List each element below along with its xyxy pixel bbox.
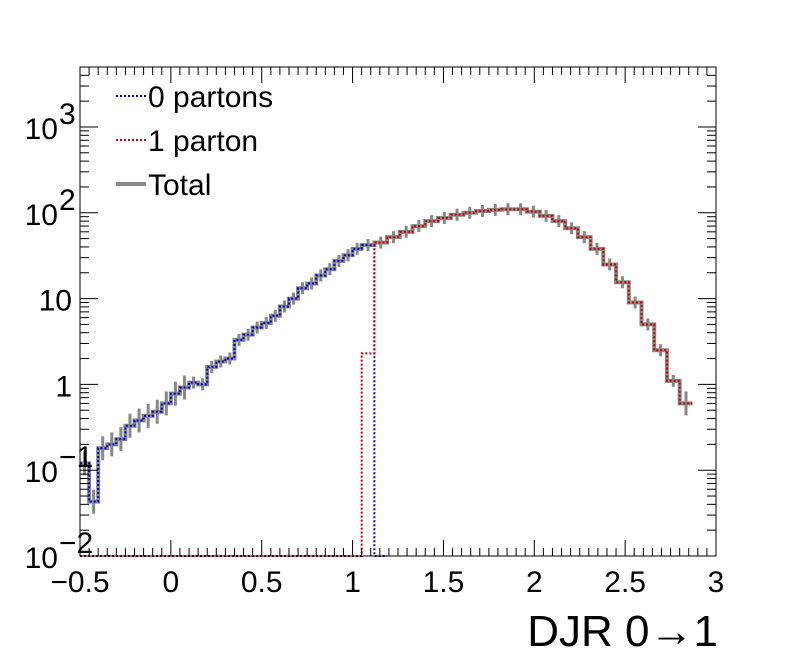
legend-item: 1 parton <box>116 125 258 158</box>
legend: 0 partons 1 parton Total <box>116 81 273 202</box>
y-tick-label-exponent: −1 <box>59 441 93 474</box>
series-total <box>80 203 693 514</box>
legend-label: 0 partons <box>148 81 273 114</box>
y-tick-label: 10 <box>25 113 58 146</box>
y-tick-label-exponent: 3 <box>59 98 76 131</box>
y-tick-label: 10 <box>25 456 58 489</box>
legend-item: 0 partons <box>116 81 273 114</box>
series-0-partons <box>80 244 388 557</box>
plot-frame <box>79 66 717 557</box>
y-tick-label-exponent: 2 <box>59 184 76 217</box>
x-tick-label: 2.5 <box>604 566 646 599</box>
series-line <box>80 208 693 557</box>
x-tick-labels: −0.5 0 0.5 1 1.5 2 2.5 3 <box>50 566 724 599</box>
x-tick-label: 1.5 <box>423 566 465 599</box>
y-tick-label: 10 <box>25 199 58 232</box>
series-1-parton <box>80 208 693 557</box>
x-tick-label: −0.5 <box>50 566 109 599</box>
series-line <box>80 244 388 557</box>
x-tick-label: 3 <box>708 566 725 599</box>
y-tick-label-exponent: −2 <box>59 527 93 560</box>
y-tick-label: 10 <box>25 542 58 575</box>
y-tick-label: 1 <box>55 370 72 403</box>
x-tick-label: 0.5 <box>241 566 283 599</box>
legend-item: Total <box>116 169 211 202</box>
x-axis-title: DJR 0→1 <box>527 607 718 656</box>
x-tick-label: 0 <box>163 566 180 599</box>
x-tick-label: 2 <box>526 566 543 599</box>
legend-label: Total <box>148 169 211 202</box>
series-layer <box>80 203 693 557</box>
legend-label: 1 parton <box>148 125 258 158</box>
x-tick-label: 1 <box>344 566 361 599</box>
series-line-total <box>80 207 693 504</box>
y-tick-label: 10 <box>39 285 72 318</box>
